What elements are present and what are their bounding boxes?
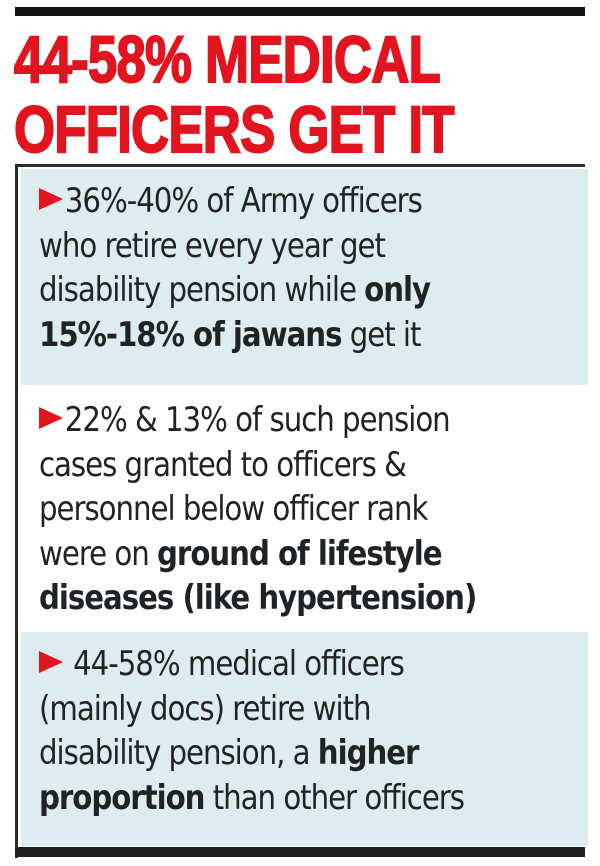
headline-line-2: OFFICERS GET IT [13, 92, 455, 166]
fact-item-1: 36%-40% of Army officers who retire ever… [21, 169, 588, 385]
top-rule [15, 7, 585, 16]
fact-item-3: 44-58% medical officers (mainly docs) re… [21, 632, 588, 846]
fact-text: cases granted to officers & [39, 444, 407, 485]
fact-text: 44-58% medical officers [64, 644, 405, 684]
red-arrow-bullet-icon [39, 407, 64, 429]
fact-item-2: 22% & 13% of such pension cases granted … [21, 388, 588, 628]
fact-emphasis: higher [317, 733, 420, 773]
fact-text: (mainly docs) retire with [39, 688, 372, 729]
fact-emphasis: ground of lifestyle [157, 533, 442, 574]
fact-emphasis: only [364, 270, 431, 310]
red-arrow-bullet-icon [39, 188, 64, 210]
fact-text: 22% & 13% of such pension [64, 400, 451, 440]
fact-emphasis: 15%-18% of jawans [39, 314, 342, 355]
fact-text: personnel below officer rank [39, 489, 428, 529]
bottom-rule [15, 847, 585, 857]
fact-text: disability pension, a [39, 733, 318, 773]
fact-text: disability pension while [39, 270, 365, 310]
fact-text: 36%-40% of Army officers [64, 181, 423, 221]
facts-box: 36%-40% of Army officers who retire ever… [15, 164, 588, 858]
fact-emphasis: proportion [39, 777, 206, 818]
headline-line-1: 44-58% MEDICAL [13, 22, 441, 96]
fact-text: who retire every year get [39, 225, 386, 266]
headline: 44-58% MEDICAL OFFICERS GET IT [13, 22, 478, 166]
red-arrow-bullet-icon [39, 651, 64, 673]
fact-text: get it [341, 314, 422, 355]
fact-text: than other officers [204, 777, 465, 818]
fact-emphasis: diseases (like hypertension) [39, 578, 477, 618]
fact-text: were on [39, 533, 158, 574]
